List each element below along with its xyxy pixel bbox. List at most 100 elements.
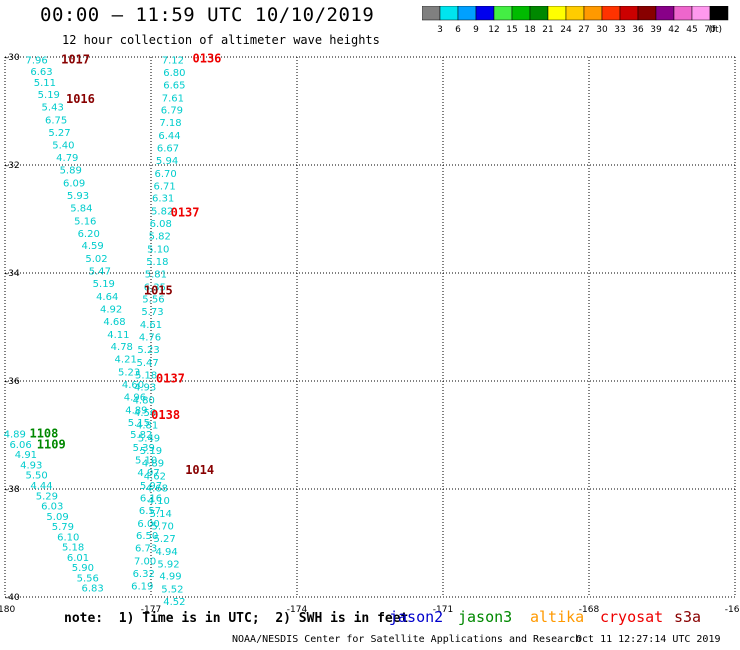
legend-s3a: s3a: [674, 608, 702, 626]
wave-height-value: 4.89: [4, 430, 26, 441]
track-time-label: 0137: [156, 372, 185, 386]
scale-label: 21: [542, 25, 553, 35]
x-tick-label: -168: [579, 605, 600, 615]
wave-height-value: 4.10: [148, 496, 170, 507]
wave-height-value: 5.23: [137, 345, 159, 356]
wave-height-value: 5.82: [151, 207, 173, 218]
wave-height-value: 5.89: [60, 166, 82, 177]
wave-height-value: 5.18: [62, 543, 84, 554]
wave-height-value: 5.23: [118, 368, 140, 379]
legend-jason3: jason3: [458, 608, 513, 626]
wave-height-value: 6.06: [9, 440, 31, 451]
wave-height-value: 6.83: [81, 584, 103, 595]
scale-label: 9: [473, 25, 479, 35]
wave-height-value: 6.08: [150, 219, 172, 230]
track-time-label: 1108: [29, 427, 58, 441]
wave-height-value: 6.50: [136, 531, 158, 542]
wave-height-value: 4.68: [146, 484, 168, 495]
wave-height-value: 5.15: [128, 418, 150, 429]
wave-height-value: 5.14: [150, 509, 172, 520]
chart-subtitle: 12 hour collection of altimeter wave hei…: [62, 33, 380, 47]
wave-height-value: 6.71: [153, 181, 175, 192]
scale-label: 24: [560, 25, 572, 35]
wave-height-value: 7.96: [26, 55, 48, 66]
wave-height-value: 6.65: [163, 80, 185, 91]
wave-height-value: 7.12: [162, 55, 184, 66]
color-swatch: [709, 6, 729, 21]
wave-height-value: 4.56: [134, 408, 156, 419]
scale-label: 27: [578, 25, 589, 35]
wave-height-value: 5.81: [145, 269, 167, 280]
chart-title: 00:00 – 11:59 UTC 10/10/2019: [40, 4, 375, 26]
wave-height-value: 6.57: [139, 506, 161, 517]
wave-height-value: 5.93: [67, 191, 89, 202]
wave-height-value: 5.09: [46, 512, 68, 523]
wave-height-value: 4.91: [15, 450, 37, 461]
wave-height-value: 5.10: [135, 456, 157, 467]
track-time-label: 0138: [151, 408, 180, 422]
wave-height-value: 6.67: [157, 144, 179, 155]
wave-height-value: 4.78: [111, 342, 133, 353]
wave-height-value: 4.96: [124, 392, 146, 403]
x-tick-label: -177: [141, 605, 161, 615]
wave-height-value: 5.50: [26, 471, 48, 482]
wave-height-value: 4.93: [134, 383, 156, 394]
wave-height-value: 7.00: [134, 557, 156, 568]
wave-height-value: 6.10: [57, 532, 79, 543]
scale-label: 33: [614, 25, 625, 35]
legend-jason2: jason2: [389, 608, 444, 626]
wave-height-value: 4.92: [100, 304, 122, 315]
wave-height-value: 5.47: [136, 358, 158, 369]
track-time-label: 0136: [193, 51, 222, 65]
footer-timestamp: Oct 11 12:27:14 UTC 2019: [576, 634, 721, 645]
wave-height-value: 4.81: [136, 421, 158, 432]
wave-height-value: 5.27: [48, 128, 70, 139]
wave-height-value: 7.18: [159, 118, 181, 129]
track-time-label: 1017: [61, 52, 90, 66]
legend-altika: altika: [530, 608, 585, 626]
wave-height-value: 5.11: [34, 78, 56, 89]
scale-label: 42: [668, 25, 679, 35]
wave-height-value: 4.64: [96, 292, 118, 303]
y-tick-label: -30: [5, 53, 20, 63]
wave-height-value: 6.75: [45, 115, 67, 126]
wave-height-value: 5.84: [70, 203, 92, 214]
scale-label: 70: [704, 25, 716, 35]
wave-height-value: 6.80: [163, 68, 185, 79]
wave-height-value: 5.27: [153, 534, 175, 545]
track-time-label: 1015: [144, 284, 173, 298]
color-scale-legend: 3 6 9 12 15 18 21 24 27 30 33 36 39 42 45 70(ft): [422, 6, 729, 35]
wave-height-value: 5.40: [52, 140, 74, 151]
y-tick-label: -32: [5, 161, 20, 171]
wave-height-value: 6.70: [154, 169, 176, 180]
scale-label: 3: [437, 25, 443, 35]
wave-height-value: 5.82: [130, 430, 152, 441]
scale-label: 15: [506, 25, 517, 35]
wave-height-value: 5.02: [85, 254, 107, 265]
footer-credit: NOAA/NESDIS Center for Satellite Applica…: [232, 634, 582, 645]
wave-height-value: 4.60: [122, 380, 144, 391]
wave-height-value: 4.68: [103, 317, 125, 328]
wave-height-value: 5.97: [140, 481, 162, 492]
wave-height-value: 5.16: [74, 216, 96, 227]
wave-height-value: 5.29: [36, 491, 58, 502]
wave-height-value: 5.52: [161, 585, 183, 596]
wave-height-value: 6.00: [137, 519, 159, 530]
wave-height-value: 6.19: [131, 581, 153, 592]
wave-height-value: 5.49: [138, 433, 160, 444]
wave-height-value: 6.09: [63, 179, 85, 190]
wave-height-value: 4.80: [133, 396, 155, 407]
wave-height-value: 6.03: [41, 502, 63, 513]
scale-label: 6: [455, 25, 461, 35]
wave-height-value: 5.19: [140, 446, 162, 457]
track-time-label: 1014: [185, 463, 214, 477]
wave-height-value: 4.97: [137, 468, 159, 479]
wave-height-value: 4.44: [30, 481, 52, 492]
wave-height-value: 5.70: [152, 522, 174, 533]
wave-height-value: 6.01: [67, 553, 89, 564]
wave-height-value: 5.56: [142, 295, 164, 306]
wave-height-value: 5.92: [157, 559, 179, 570]
scale-unit: (ft): [708, 25, 722, 35]
wave-height-value: 4.89: [125, 405, 147, 416]
